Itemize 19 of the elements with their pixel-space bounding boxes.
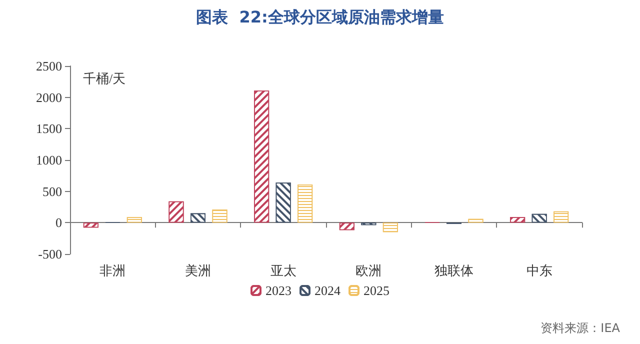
y-tick-label: 0: [56, 215, 62, 230]
y-tick-label: 500: [42, 184, 62, 199]
x-tick-label: 独联体: [434, 263, 474, 278]
x-tick-label: 亚太: [270, 263, 296, 278]
y-tick-label: 1500: [36, 121, 62, 136]
y-tick-label: 2500: [36, 58, 62, 74]
x-tick-label: 欧洲: [356, 263, 382, 278]
y-tick-label: 1000: [36, 152, 62, 168]
legend-label: 2024: [314, 283, 341, 298]
legend-label: 2023: [266, 283, 292, 298]
y-tick-label: -500: [38, 246, 62, 262]
legend-label: 2025: [364, 283, 390, 298]
text: 资料来源：IEA: [540, 321, 621, 335]
x-tick-label: 美洲: [185, 263, 211, 278]
y-axis-title: 千桶/天: [83, 71, 126, 86]
chart-title: 图表 22:全球分区域原油需求增量: [196, 8, 444, 26]
x-tick-label: 中东: [526, 263, 552, 278]
x-tick-label: 非洲: [100, 263, 126, 278]
y-tick-label: 2000: [36, 90, 62, 105]
